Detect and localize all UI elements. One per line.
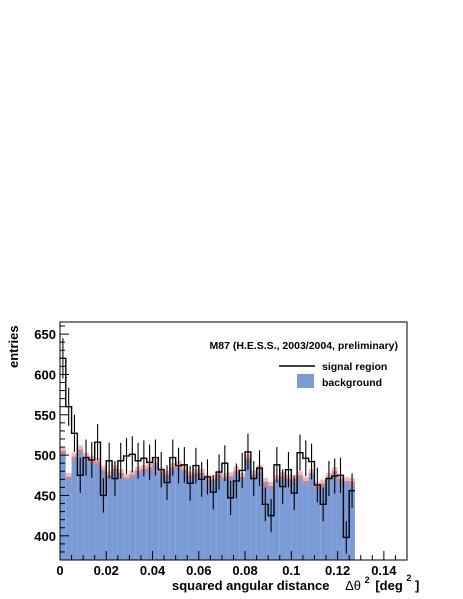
background-bin [181,469,188,560]
background-bin [291,478,298,560]
y-axis: 400 450 500 550 600 650 [34,325,69,553]
legend-background-label: background [322,377,382,389]
background-bin-error [77,445,84,454]
background-bin-error [60,447,66,456]
background-bin [273,479,280,560]
y-tick-label: 650 [34,327,56,342]
background-bin [302,480,309,560]
background-bin [285,478,292,560]
x-tick-label: 0.02 [94,563,119,578]
background-bin [100,469,107,560]
background-bin-error [65,473,72,481]
background-bin [308,472,315,560]
background-bin [187,475,194,560]
background-bin-error [297,471,303,480]
background-bin [152,462,159,560]
background-bin [221,476,228,560]
background-bin [135,470,141,560]
background-bin [83,456,89,560]
y-tick-label: 450 [34,488,56,503]
background-bin-error [268,481,274,490]
background-bin-error [227,472,234,480]
background-bin [204,478,211,560]
x-axis: 0 0.02 0.04 0.06 0.08 0.1 0.12 0.14 [56,551,408,578]
background-bin [210,479,217,560]
background-bin [239,476,246,560]
background-bin-error [100,465,107,474]
background-bin-error [343,477,350,485]
background-bin [326,476,332,560]
x-axis-title-text: squared angular distance [172,578,330,593]
background-bin [349,481,355,560]
chart-title: M87 (H.E.S.S., 2003/2004, preliminary) [209,340,398,352]
x-tick-label: 0 [56,563,63,578]
background-bin [175,464,182,560]
legend-background-swatch [297,374,314,388]
background-histogram [60,449,355,560]
background-bin [164,474,170,560]
background-bin [88,459,95,560]
x-axis-title-unit: [deg [375,578,403,593]
background-bin [337,478,344,560]
background-bin [65,476,72,560]
background-bin [71,456,78,560]
background-bin [320,483,327,560]
background-bin-error [123,473,130,482]
background-bin [216,474,222,560]
background-bin [198,472,205,560]
background-bin [169,467,176,560]
background-bin [77,449,84,560]
background-bin [106,475,113,560]
background-bin [94,461,101,560]
background-bin [117,472,124,560]
background-bin [256,468,263,560]
background-bin [60,451,66,560]
background-bin [343,480,350,560]
signal-region-histogram [60,357,355,539]
background-bin [331,471,338,560]
background-bin [279,476,286,560]
legend-signal-label: signal region [322,361,387,373]
x-axis-title-unit-sup: 2 [406,573,411,583]
background-bin [146,467,153,560]
background-bin [233,470,240,560]
x-tick-label: 0.12 [325,563,350,578]
x-axis-title-unit-close: ] [415,578,419,593]
background-bin [129,474,136,560]
background-bin [227,476,234,560]
background-bin-error [302,477,309,485]
background-bin-error [71,452,78,461]
background-bin-error [94,457,101,466]
background-bin-error [320,479,327,488]
y-axis-title: entries [6,325,21,368]
y-tick-label: 600 [34,367,56,382]
x-tick-label: 0.06 [186,563,211,578]
background-bin [158,471,165,560]
y-tick-label: 500 [34,448,56,463]
y-tick-label: 400 [34,529,56,544]
x-tick-label: 0.08 [232,563,257,578]
background-bin-error [262,477,269,486]
x-tick-label: 0.04 [140,563,166,578]
background-bin-error [129,470,136,479]
background-bin [297,475,303,560]
legend: signal region background [279,361,387,389]
background-bin [112,468,118,560]
background-bin [250,474,257,560]
x-axis-title-symbol: Δθ [345,578,361,593]
y-tick-label: 550 [34,408,56,423]
x-tick-label: 0.14 [371,563,397,578]
background-bin [140,468,147,560]
x-axis-title-symbol-sup: 2 [365,575,370,585]
x-tick-label: 0.1 [282,563,300,578]
x-axis-title: squared angular distance Δθ 2 [deg 2 ] [172,569,419,593]
background-bin [123,477,130,560]
background-bin [193,472,199,560]
background-bin [314,485,321,560]
background-bin [245,458,251,560]
